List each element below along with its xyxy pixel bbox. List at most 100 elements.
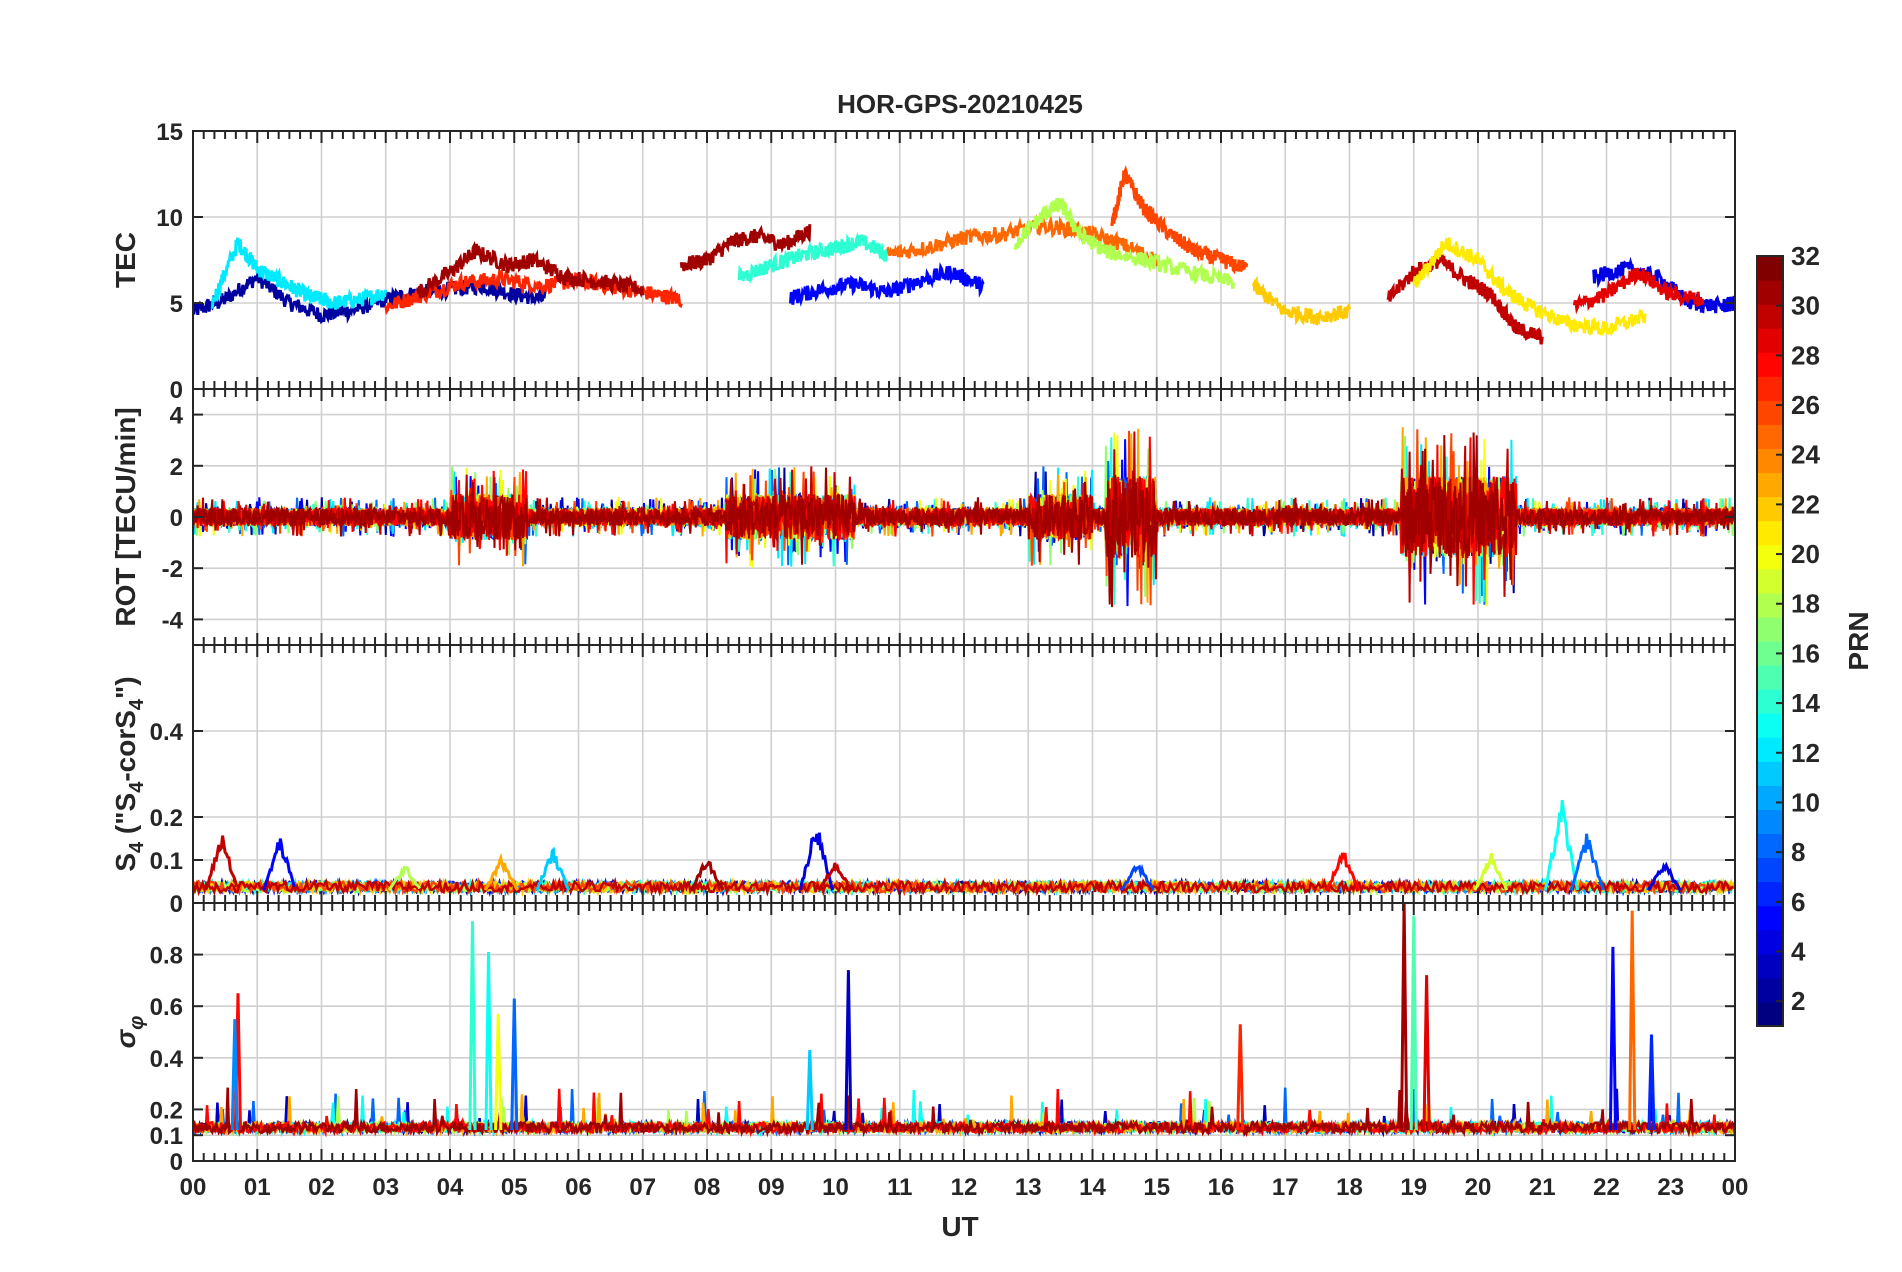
colorbar-tick-label: 26 [1791,390,1820,420]
tec-series-line [193,270,547,325]
tec-series-line [1592,256,1735,314]
y-tick-label: 0.6 [150,994,183,1021]
y-tick-label: 0.1 [150,1123,183,1150]
sigma-spike-line [1236,1024,1245,1131]
chart-title: HOR-GPS-20210425 [837,89,1083,119]
tec-series-line [886,213,1159,267]
y-axis-label: ROT [TECU/min] [110,407,141,626]
x-tick-label: 15 [1143,1174,1170,1201]
x-tick-label: 02 [308,1174,335,1201]
colorbar-swatch [1757,520,1783,546]
sigma-spike-line [484,951,493,1131]
colorbar-tick-label: 24 [1791,440,1820,470]
x-tick-label: 21 [1529,1174,1556,1201]
data-layer [193,903,1735,1138]
colorbar-swatch [1757,977,1783,1003]
panel-2: -4 -2 0 2 4 ROT [TECU/min] [110,388,1736,646]
s4-burst-line [262,838,296,891]
colorbar-swatch [1757,713,1783,738]
sigma-spike-line [230,1019,239,1131]
s4-burst-line [535,846,571,891]
y-tick-label: -2 [162,556,183,583]
x-tick-label: 00 [1722,1174,1749,1201]
x-tick-label: 10 [822,1174,849,1201]
x-tick-label: 13 [1015,1174,1042,1201]
colorbar-swatch [1757,472,1783,498]
y-tick-label: 0.2 [150,805,183,832]
x-tick-label: 17 [1272,1174,1299,1201]
sigma-spike-line [1608,946,1617,1131]
colorbar-swatch [1757,905,1783,931]
x-tick-label: 09 [758,1174,785,1201]
sigma-spike-line [1422,975,1431,1131]
s4-burst-line [818,862,853,892]
s4-burst-line [387,865,422,891]
s4-burst-line [1120,863,1155,891]
colorbar-swatch [1757,280,1783,305]
x-tick-label: 04 [437,1174,464,1201]
colorbar-swatch [1757,809,1783,834]
colorbar-tick-label: 28 [1791,340,1820,370]
colorbar-swatch [1757,616,1783,642]
y-tick-label: 10 [156,205,183,232]
y-axis-label: TEC [110,232,141,288]
s4-burst-line [1325,852,1361,891]
s4-burst-line [204,835,239,891]
colorbar-swatch [1757,424,1783,449]
colorbar-swatch [1757,953,1783,979]
x-tick-label: 08 [694,1174,721,1201]
x-tick-label: 16 [1208,1174,1235,1201]
sigma-spike-line [1647,1034,1656,1131]
y-tick-label: 0 [170,1149,183,1176]
sigma-spike-line [805,1050,814,1131]
tec-series-line [210,237,388,310]
colorbar-tick-label: 6 [1791,887,1805,917]
colorbar-swatch [1757,256,1783,281]
s4-burst-line [1544,799,1580,891]
rot-series-line [193,432,1735,608]
colorbar-tick-label: 4 [1791,936,1806,966]
colorbar-swatch [1757,857,1783,883]
sigma-spike-line [1400,903,1409,1131]
x-tick-label: 00 [180,1174,207,1201]
y-axis-label: S4 ("S4-corS4") [110,676,148,871]
colorbar-tick-label: 10 [1791,787,1820,817]
s4-burst-line [1569,833,1605,891]
colorbar-frame [1756,255,1784,1027]
colorbar-tick-label: 32 [1791,241,1820,271]
tec-series-line [1572,267,1705,315]
colorbar-swatch [1757,544,1783,570]
tec-series-line [1110,164,1249,275]
colorbar-tick-label: 18 [1791,589,1820,619]
colorbar-swatch [1757,665,1783,690]
tec-series-line [1251,275,1351,326]
x-tick-label: 23 [1657,1174,1684,1201]
y-tick-label: 4 [170,403,184,430]
s4-burst-line [483,852,519,891]
x-tick-label: 07 [629,1174,656,1201]
colorbar-swatch [1757,737,1783,762]
colorbar-swatch [1757,328,1783,353]
colorbar-tick-label: 20 [1791,539,1820,569]
x-tick-label: 20 [1465,1174,1492,1201]
sigma-spike-line [510,998,519,1131]
y-tick-label: 0.1 [150,848,183,875]
x-tick-label: 18 [1336,1174,1363,1201]
s4-burst-line [798,832,834,891]
y-tick-label: 5 [170,291,183,318]
tec-series-line [1386,254,1544,345]
y-tick-label: 15 [156,119,183,146]
colorbar-swatch [1757,833,1783,859]
tec-series-line [679,224,812,272]
colorbar-swatch [1757,568,1783,594]
y-tick-label: 0 [170,891,183,918]
sigma-spike-line [1409,915,1418,1131]
panel-3: 0 0.1 0.2 0.4S4 ("S4-corS4") [110,644,1736,918]
x-tick-label: 11 [887,1174,912,1201]
s4-burst-line [1473,852,1509,891]
tec-series-line [737,231,889,284]
x-tick-label: 19 [1400,1174,1427,1201]
y-tick-label: 0.4 [150,1046,184,1073]
